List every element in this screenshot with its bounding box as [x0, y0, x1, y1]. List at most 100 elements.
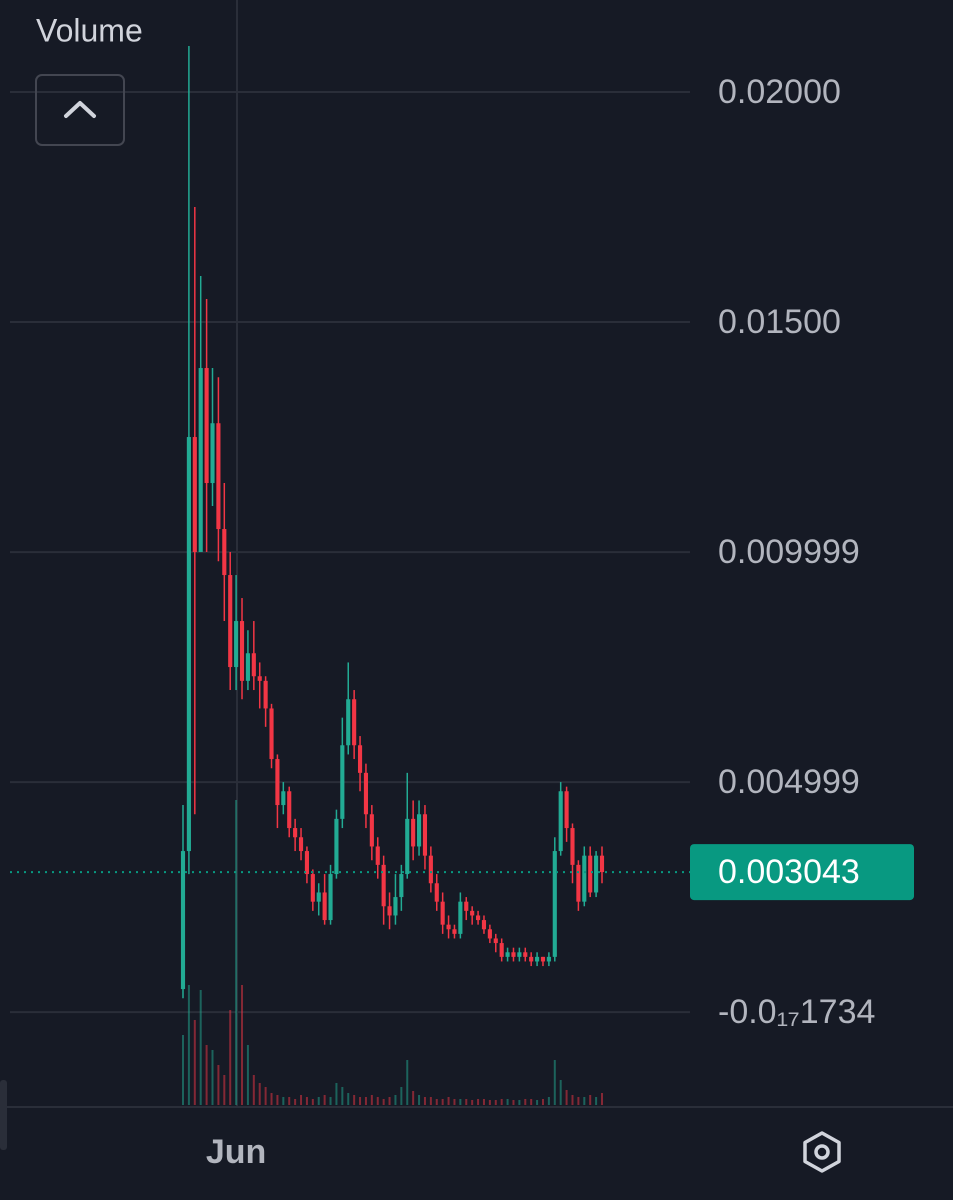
candle-body	[546, 956, 551, 962]
volume-bar	[500, 1099, 503, 1105]
volume-bar	[199, 990, 202, 1105]
volume-bar	[329, 1097, 332, 1105]
candle-body	[322, 892, 327, 921]
volume-bar	[211, 1050, 214, 1105]
candle-body	[275, 759, 280, 806]
y-tick-label: -0.0₁₇1734	[718, 993, 875, 1031]
volume-bar	[541, 1099, 544, 1105]
chevron-up-icon	[64, 101, 96, 118]
volume-bar	[506, 1099, 509, 1105]
volume-bar	[394, 1095, 397, 1105]
y-tick-label: 0.01500	[718, 303, 841, 341]
y-tick-label: 0.02000	[718, 73, 841, 111]
volume-bar	[447, 1097, 450, 1105]
candle-body	[180, 851, 186, 990]
volume-bar	[335, 1083, 338, 1105]
volume-bar	[565, 1090, 568, 1105]
volume-bar	[370, 1095, 373, 1105]
candle-body	[304, 851, 309, 875]
volume-bar	[311, 1099, 314, 1105]
candle-body	[452, 929, 457, 934]
settings-button[interactable]	[803, 1131, 841, 1173]
candle-body	[464, 901, 469, 911]
volume-bar	[205, 1045, 208, 1105]
settings-icon-center	[814, 1144, 830, 1160]
volume-bar	[453, 1099, 456, 1105]
candle-body	[245, 653, 250, 681]
volume-bar	[441, 1099, 444, 1105]
candle-body	[458, 901, 463, 934]
candle-body	[293, 828, 298, 838]
candle-body	[257, 676, 262, 681]
candle-body	[582, 855, 587, 902]
candle-body	[576, 864, 581, 902]
candle-body	[558, 791, 563, 852]
volume-bar	[559, 1080, 562, 1105]
candle-body	[416, 814, 422, 847]
candle-body	[369, 814, 374, 847]
candles	[180, 46, 605, 999]
candle-body	[210, 423, 215, 484]
volume-bar	[364, 1097, 367, 1105]
candle-body	[387, 906, 392, 916]
volume-bar	[601, 1093, 603, 1105]
volume-bar	[359, 1097, 362, 1105]
candle-body	[564, 791, 569, 829]
candle-body	[192, 437, 197, 553]
candle-body	[375, 846, 380, 865]
candle-body	[340, 745, 345, 819]
volume-bar	[406, 1060, 409, 1105]
volume-bar	[270, 1093, 273, 1105]
candle-body	[234, 621, 239, 668]
volume-bar	[435, 1099, 438, 1105]
price-axis: 0.02000 0.01500 0.009999 0.004999 -0.0₁₇1734	[718, 73, 875, 1031]
candle-body	[251, 653, 256, 677]
collapse-button-frame[interactable]	[35, 74, 125, 146]
settings-icon[interactable]	[803, 1131, 841, 1173]
candle-body	[517, 952, 522, 957]
candle-body	[204, 368, 209, 484]
volume-bars	[182, 800, 603, 1105]
volume-bar	[488, 1100, 491, 1105]
candle-body	[310, 874, 315, 902]
candle-body	[511, 952, 516, 957]
volume-bar	[494, 1100, 497, 1105]
last-price-label: 0.003043	[718, 853, 860, 891]
candle-body	[357, 745, 363, 773]
volume-bar	[276, 1095, 279, 1105]
volume-bar	[400, 1087, 403, 1105]
candle-body	[393, 897, 398, 916]
collapse-button[interactable]	[35, 74, 125, 146]
volume-bar	[235, 800, 238, 1105]
volume-bar	[288, 1097, 291, 1105]
volume-bar	[418, 1095, 421, 1105]
volume-bar	[341, 1087, 344, 1105]
candle-body	[405, 818, 410, 875]
last-price-badge	[690, 844, 914, 901]
volume-bar	[317, 1097, 320, 1105]
volume-bar	[471, 1100, 474, 1105]
y-tick-label: 0.009999	[718, 533, 860, 571]
volume-bar	[382, 1099, 385, 1105]
volume-bar	[376, 1097, 379, 1105]
candle-body	[570, 828, 575, 865]
volume-bar	[553, 1060, 556, 1105]
volume-bar	[530, 1099, 533, 1105]
candle-body	[381, 864, 386, 907]
candle-body	[352, 699, 357, 746]
volume-bar	[536, 1100, 539, 1105]
y-tick-label: 0.004999	[718, 763, 860, 801]
candle-body	[535, 956, 540, 962]
volume-bar	[187, 985, 190, 1105]
candle-body	[599, 855, 605, 873]
volume-bar	[577, 1097, 580, 1105]
candle-body	[298, 837, 304, 852]
volume-bar	[465, 1099, 468, 1105]
candle-body	[428, 855, 433, 884]
candle-body	[411, 818, 416, 847]
volume-bar	[388, 1097, 391, 1105]
candle-body	[346, 699, 351, 746]
candle-body	[540, 956, 546, 962]
volume-bar	[512, 1100, 515, 1105]
